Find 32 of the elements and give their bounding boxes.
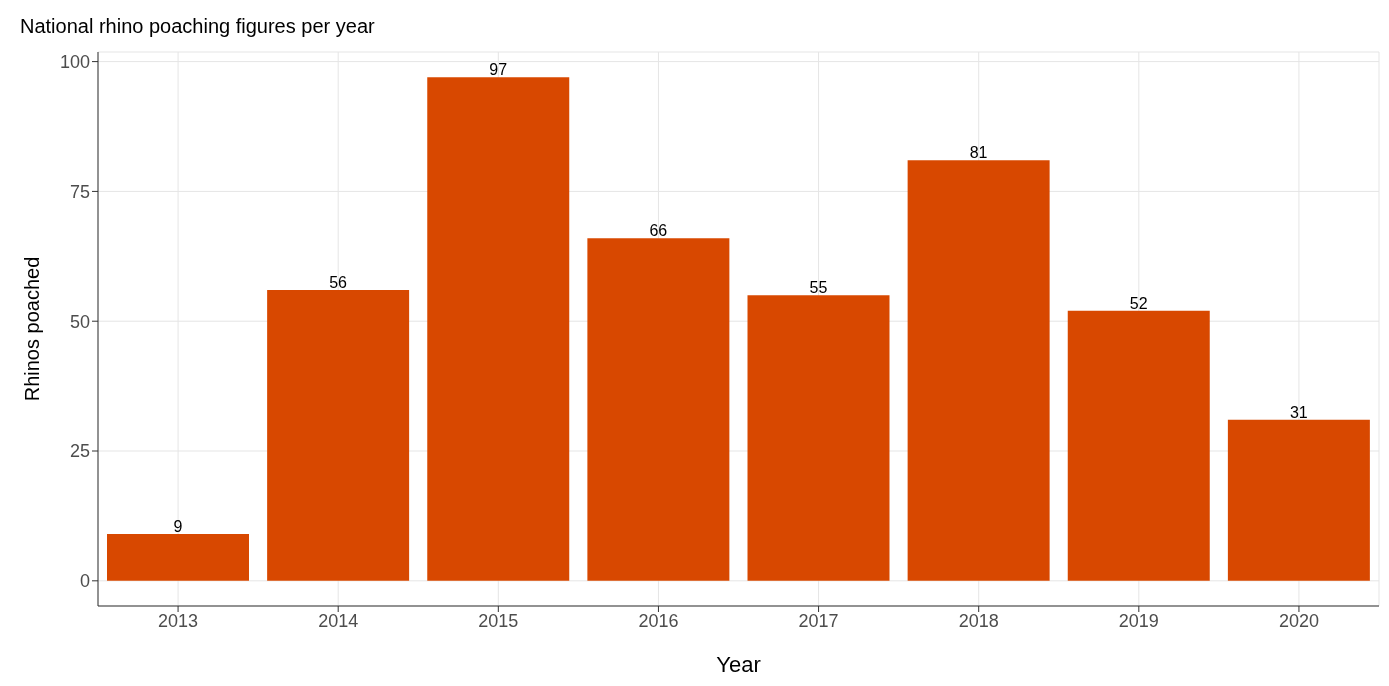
bar: [747, 295, 890, 581]
bar: [107, 534, 249, 581]
y-tick-label: 50: [69, 311, 90, 332]
data-label: 81: [969, 144, 988, 162]
x-tick-label: 2019: [1118, 610, 1159, 631]
x-tick-label: 2017: [798, 610, 839, 631]
x-tick-label: 2020: [1278, 610, 1319, 631]
x-tick-label: 2013: [158, 610, 199, 631]
bar: [1067, 310, 1210, 581]
data-label: 52: [1129, 294, 1148, 312]
x-tick-label: 2016: [638, 610, 679, 631]
data-label: 9: [173, 518, 183, 536]
data-label: 55: [809, 279, 828, 297]
y-tick-label: 75: [69, 181, 90, 202]
y-axis-title: Rhinos poached: [21, 256, 44, 402]
y-tick-label: 100: [59, 52, 90, 72]
x-tick-label: 2018: [958, 610, 999, 631]
y-tick-label: 0: [79, 571, 90, 592]
data-label: 31: [1289, 403, 1308, 421]
x-tick-label: 2014: [318, 610, 359, 631]
data-label: 97: [489, 61, 508, 79]
x-axis-title: Year: [716, 652, 761, 677]
bar: [267, 290, 410, 581]
x-tick-label: 2015: [478, 610, 519, 631]
data-label: 66: [649, 222, 668, 240]
bar: [1227, 419, 1370, 581]
y-tick-label: 25: [69, 441, 90, 462]
chart-title: National rhino poaching figures per year: [19, 14, 376, 39]
data-label: 56: [329, 274, 348, 292]
bar: [587, 238, 730, 581]
bar: [907, 160, 1050, 581]
bar: [427, 77, 570, 581]
